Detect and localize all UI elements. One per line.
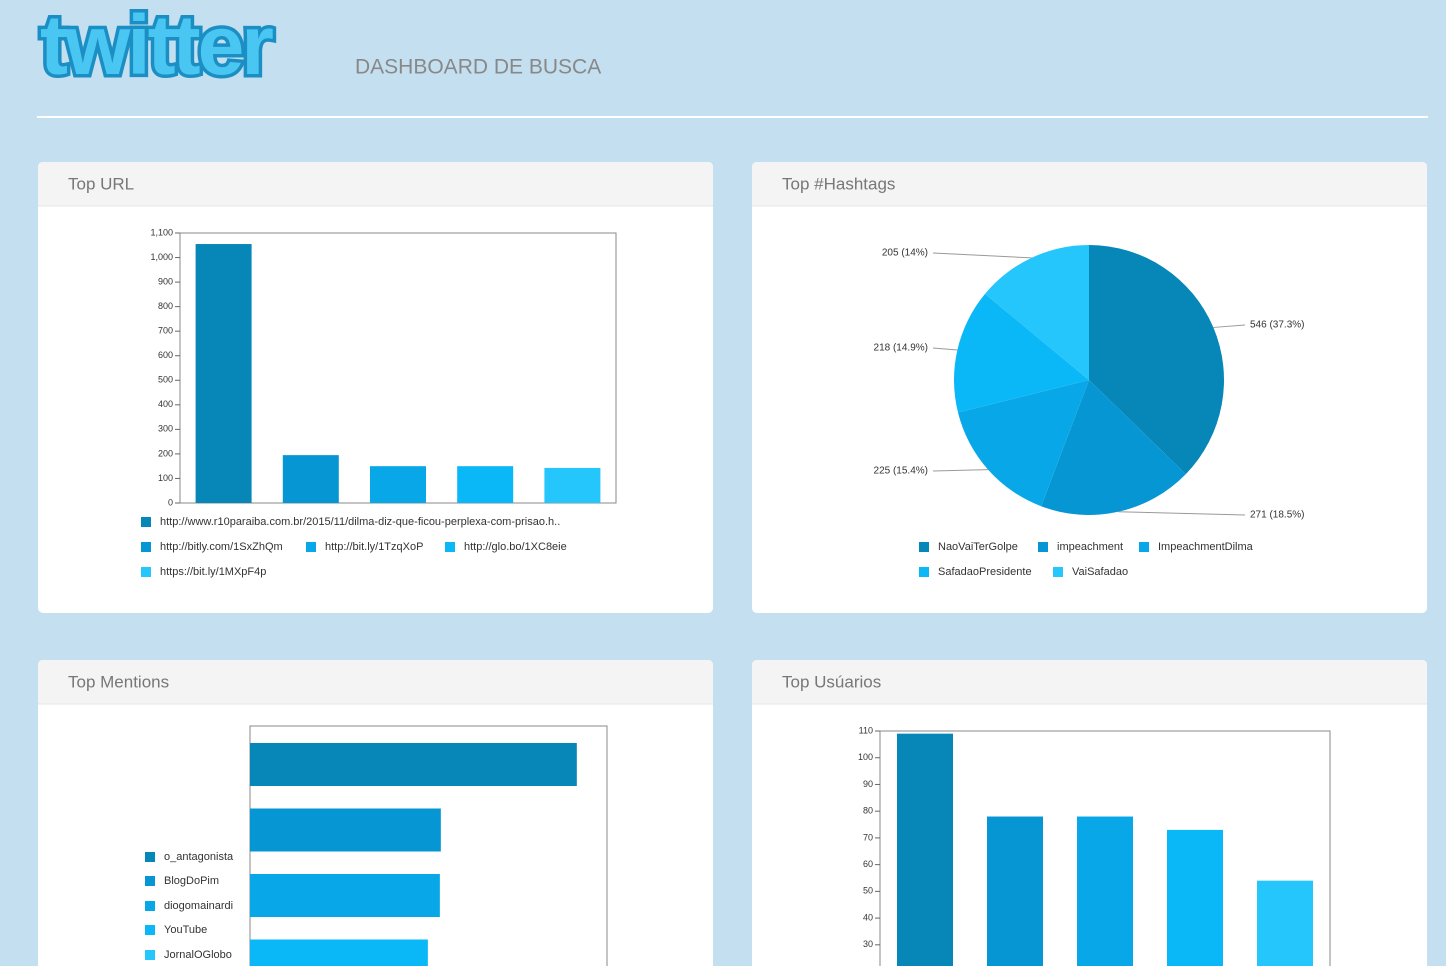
legend-label: YouTube [164, 924, 207, 936]
y-tick-label: 1,000 [150, 252, 173, 262]
y-tick-label: 300 [158, 424, 173, 434]
legend-swatch [141, 542, 151, 552]
panel-header [752, 162, 1427, 206]
y-tick-label: 30 [863, 939, 873, 949]
legend-swatch [1139, 542, 1149, 552]
legend-swatch [141, 517, 151, 527]
bar [1167, 829, 1223, 966]
panel-title: Top URL [68, 174, 134, 193]
y-tick-label: 100 [158, 473, 173, 483]
panel-title: Top Mentions [68, 672, 169, 691]
leader-line [932, 347, 958, 351]
legend-label: http://bit.ly/1TzqXoP [325, 541, 423, 553]
legend-label: http://bitly.com/1SxZhQm [160, 541, 283, 553]
bar [250, 874, 440, 917]
bar [282, 455, 339, 503]
bar [1257, 880, 1313, 966]
pie-slice [957, 380, 1089, 507]
data-label: 218 (14.9%) [874, 343, 928, 354]
y-tick-label: 800 [158, 301, 173, 311]
bar [1077, 816, 1133, 966]
pie-slice [1089, 245, 1224, 475]
y-tick-label: 600 [158, 350, 173, 360]
y-tick-label: 100 [858, 752, 873, 762]
legend-label: BlogDoPim [164, 875, 219, 887]
bar [544, 467, 601, 503]
leader-line [1118, 511, 1246, 516]
legend-label: diogomainardi [164, 900, 233, 912]
bar [250, 808, 441, 852]
panel-title: Top #Hashtags [782, 174, 895, 193]
legend-swatch [919, 542, 929, 552]
y-tick-label: 900 [158, 276, 173, 286]
panel-header [38, 162, 713, 206]
y-tick-label: 90 [863, 779, 873, 789]
y-tick-label: 40 [863, 912, 873, 922]
pie-slice [985, 245, 1089, 380]
legend-label: http://glo.bo/1XC8eie [464, 541, 567, 553]
legend-label: https://bit.ly/1MXpF4p [160, 566, 266, 578]
legend-swatch [1038, 542, 1048, 552]
pie-slice [954, 293, 1089, 413]
legend-swatch [145, 876, 155, 886]
bar [457, 466, 514, 503]
bar [897, 733, 953, 966]
legend-label: SafadaoPresidente [938, 566, 1032, 578]
legend-label: o_antagonista [164, 851, 234, 863]
y-tick-label: 700 [158, 326, 173, 336]
y-tick-label: 1,100 [150, 227, 173, 237]
pie-slice [1041, 380, 1186, 516]
bar [370, 466, 426, 503]
leader-line [932, 469, 989, 472]
legend-label: NaoVaiTerGolpe [938, 541, 1018, 553]
legend-swatch [919, 567, 929, 577]
legend-label: impeachment [1057, 541, 1123, 553]
legend-label: http://www.r10paraiba.com.br/2015/11/dil… [160, 516, 560, 528]
data-label: 205 (14%) [882, 248, 928, 259]
panel-header [752, 660, 1427, 704]
y-tick-label: 400 [158, 399, 173, 409]
data-label: 225 (15.4%) [874, 466, 928, 477]
legend-swatch [141, 567, 151, 577]
bar [250, 939, 428, 966]
y-tick-label: 110 [859, 725, 873, 735]
panel-title: Top Usúarios [782, 672, 881, 691]
leader-line [1213, 324, 1246, 328]
leader-line [932, 252, 1032, 259]
plot-frame [179, 232, 617, 504]
data-label: 271 (18.5%) [1250, 510, 1304, 521]
legend-swatch [306, 542, 316, 552]
data-label: 546 (37.3%) [1250, 320, 1304, 331]
bar [195, 244, 252, 503]
y-tick-label: 200 [158, 448, 173, 458]
y-tick-label: 60 [863, 859, 873, 869]
legend-label: VaiSafadao [1072, 566, 1128, 578]
subtitle: DASHBOARD DE BUSCA [355, 56, 601, 79]
y-tick-label: 80 [863, 806, 873, 816]
bar [250, 743, 577, 786]
legend-swatch [145, 950, 155, 960]
legend-swatch [1053, 567, 1063, 577]
legend-swatch [445, 542, 455, 552]
logo: twitter [40, 0, 273, 92]
y-tick-label: 500 [158, 375, 173, 385]
panel-header [38, 660, 713, 704]
bar [987, 816, 1043, 966]
y-tick-label: 50 [863, 886, 873, 896]
y-tick-label: 0 [168, 497, 173, 507]
legend-label: JornalOGlobo [164, 949, 232, 961]
legend-label: ImpeachmentDilma [1158, 541, 1254, 553]
legend-swatch [145, 925, 155, 935]
legend-swatch [145, 852, 155, 862]
y-tick-label: 70 [863, 832, 873, 842]
legend-swatch [145, 901, 155, 911]
